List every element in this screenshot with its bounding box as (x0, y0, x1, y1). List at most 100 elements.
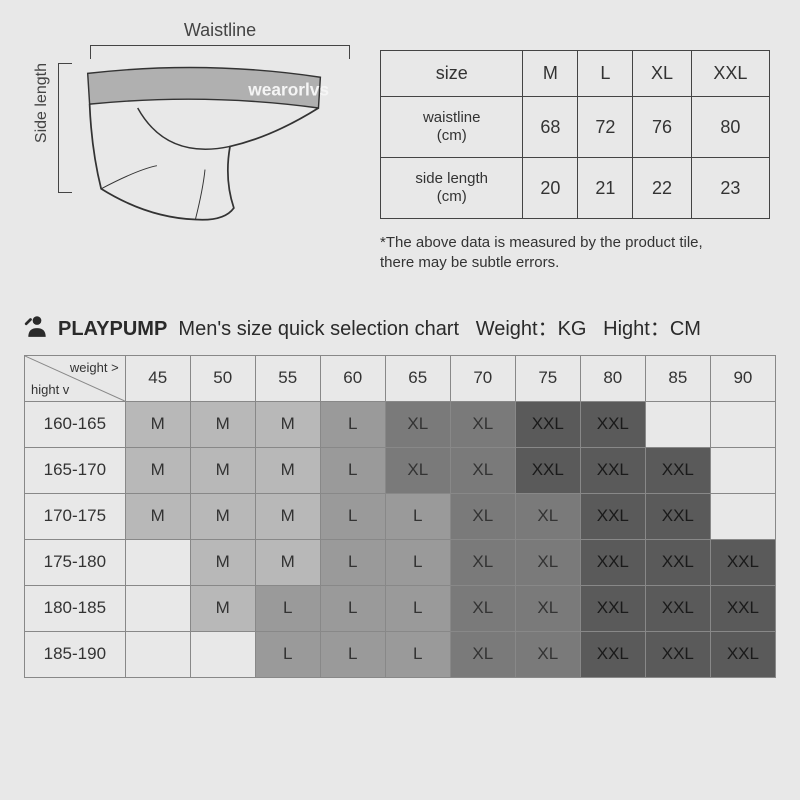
selection-cell: XL (450, 539, 515, 585)
selection-cell: XL (515, 631, 580, 677)
selection-cell: M (190, 447, 255, 493)
height-row-header: 160-165 (25, 401, 126, 447)
selection-cell: XXL (710, 539, 775, 585)
selection-cell: L (385, 539, 450, 585)
size-table-col-header: M (523, 51, 578, 97)
size-table: sizeMLXLXXL waistline(cm)68727680side le… (380, 50, 770, 219)
weight-col-header: 75 (515, 355, 580, 401)
selection-cell: XXL (645, 447, 710, 493)
selection-cell: L (320, 401, 385, 447)
selection-cell: L (255, 631, 320, 677)
selection-cell (710, 493, 775, 539)
selection-cell: XXL (515, 447, 580, 493)
selection-cell: XL (385, 401, 450, 447)
selection-cell: XXL (580, 539, 645, 585)
selection-cell: L (320, 447, 385, 493)
size-table-col-header: L (578, 51, 633, 97)
selection-cell (125, 539, 190, 585)
selection-cell: M (255, 401, 320, 447)
selection-chart: weight >hight v45505560657075808590 160-… (24, 355, 776, 678)
selection-cell: L (320, 631, 385, 677)
selection-cell: XL (385, 447, 450, 493)
svg-text:wearorlvs: wearorlvs (247, 80, 329, 100)
weight-col-header: 50 (190, 355, 255, 401)
height-row-header: 170-175 (25, 493, 126, 539)
weight-col-header: 55 (255, 355, 320, 401)
selection-cell: L (385, 585, 450, 631)
selection-cell: L (255, 585, 320, 631)
selection-cell (710, 401, 775, 447)
selection-cell (125, 585, 190, 631)
selection-cell (125, 631, 190, 677)
selection-cell: XL (450, 493, 515, 539)
height-row-header: 175-180 (25, 539, 126, 585)
selection-cell: M (255, 493, 320, 539)
weight-col-header: 90 (710, 355, 775, 401)
weight-col-header: 85 (645, 355, 710, 401)
selection-cell: M (255, 447, 320, 493)
selection-cell: M (125, 447, 190, 493)
selection-cell (645, 401, 710, 447)
selection-cell: XL (450, 447, 515, 493)
selection-cell: XL (515, 585, 580, 631)
selection-cell: M (190, 493, 255, 539)
selection-cell: L (385, 493, 450, 539)
weight-col-header: 60 (320, 355, 385, 401)
selection-cell: L (320, 539, 385, 585)
side-measure-bar (58, 63, 72, 193)
selection-cell: L (320, 585, 385, 631)
size-table-col-header: XL (633, 51, 691, 97)
selection-cell: XXL (710, 631, 775, 677)
chart-title: PLAYPUMP Men's size quick selection char… (24, 312, 800, 341)
selection-cell: XXL (580, 447, 645, 493)
size-table-cell: 23 (691, 158, 769, 219)
selection-cell: XXL (580, 631, 645, 677)
selection-cell: L (385, 631, 450, 677)
size-table-row-header: waistline(cm) (381, 97, 523, 158)
selection-cell: M (190, 585, 255, 631)
disclaimer: *The above data is measured by the produ… (380, 233, 770, 274)
selection-cell: XL (515, 493, 580, 539)
selection-diag-header: weight >hight v (25, 355, 126, 401)
size-table-cell: 22 (633, 158, 691, 219)
size-table-corner: size (381, 51, 523, 97)
selection-cell: XXL (580, 585, 645, 631)
size-table-cell: 21 (578, 158, 633, 219)
selection-cell: XXL (580, 493, 645, 539)
selection-cell (190, 631, 255, 677)
selection-cell: XXL (645, 539, 710, 585)
brand-icon (24, 313, 50, 339)
size-table-row-header: side length(cm) (381, 158, 523, 219)
weight-col-header: 80 (580, 355, 645, 401)
weight-col-header: 70 (450, 355, 515, 401)
selection-cell: XXL (645, 585, 710, 631)
size-table-cell: 80 (691, 97, 769, 158)
selection-cell: M (255, 539, 320, 585)
selection-cell: L (320, 493, 385, 539)
weight-col-header: 45 (125, 355, 190, 401)
size-table-cell: 20 (523, 158, 578, 219)
selection-cell: XXL (645, 631, 710, 677)
size-table-cell: 68 (523, 97, 578, 158)
product-outline: wearorlvs (80, 63, 350, 233)
waistline-label: Waistline (90, 20, 350, 41)
selection-cell: M (190, 401, 255, 447)
selection-cell: XXL (515, 401, 580, 447)
selection-cell: XL (450, 585, 515, 631)
selection-cell: XL (450, 631, 515, 677)
selection-cell: M (125, 401, 190, 447)
height-row-header: 185-190 (25, 631, 126, 677)
height-row-header: 165-170 (25, 447, 126, 493)
measurement-diagram: Waistline Side length wearorlvs (30, 20, 350, 274)
size-table-cell: 72 (578, 97, 633, 158)
selection-cell (710, 447, 775, 493)
waistline-measure-bar (90, 45, 350, 59)
selection-cell: M (125, 493, 190, 539)
side-length-label: Side length (33, 63, 51, 143)
selection-cell: M (190, 539, 255, 585)
size-table-col-header: XXL (691, 51, 769, 97)
weight-col-header: 65 (385, 355, 450, 401)
selection-cell: XL (450, 401, 515, 447)
selection-cell: XXL (645, 493, 710, 539)
selection-cell: XXL (580, 401, 645, 447)
